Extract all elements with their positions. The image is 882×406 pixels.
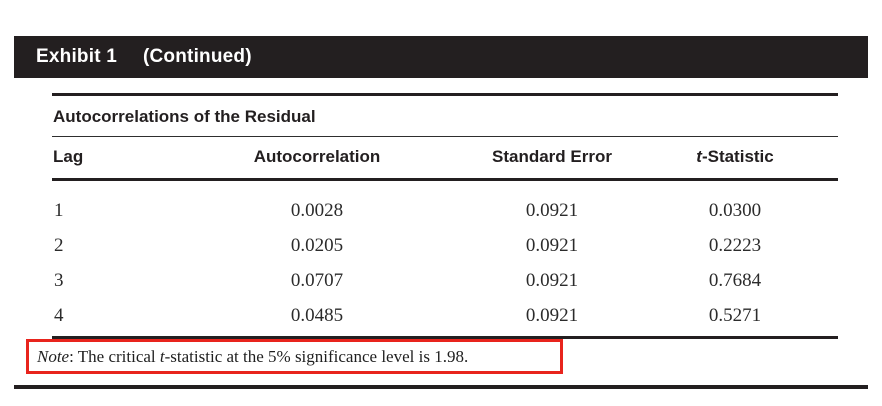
cell-standard-error: 0.0921 [525,234,579,256]
autocorrelation-table-section: Autocorrelations of the Residual Lag Aut… [52,93,838,339]
cell-t-statistic: 0.0300 [708,199,762,221]
cell-autocorrelation: 0.0028 [290,199,344,221]
column-header-autocorrelation: Autocorrelation [162,137,472,181]
note-text-after: -statistic at the 5% significance level … [164,346,469,366]
exhibit-label: Exhibit 1 [36,46,117,67]
note-highlight-box: Note: The critical t -statistic at the 5%… [26,339,563,374]
table-top-rule [52,93,838,96]
column-header-t-statistic: t-Statistic [632,137,838,181]
cell-lag: 2 [54,234,64,256]
cell-lag: 3 [54,269,64,291]
table-header-row: Lag Autocorrelation Standard Error t-Sta… [52,137,838,181]
note-text-before: : The critical [69,346,160,366]
autocorrelation-table: Lag Autocorrelation Standard Error t-Sta… [52,137,838,333]
t-statistic-italic-t: t [696,147,702,166]
column-header-standard-error: Standard Error [472,137,632,181]
table-row: 1 0.0028 0.0921 0.0300 [52,180,838,229]
note-italic-t: t [159,346,165,366]
cell-autocorrelation: 0.0707 [290,269,344,291]
table-row: 2 0.0205 0.0921 0.2223 [52,228,838,263]
cell-autocorrelation: 0.0485 [290,304,344,326]
table-row: 3 0.0707 0.0921 0.7684 [52,263,838,298]
table-bottom-rule [52,336,838,339]
cell-lag: 1 [54,199,64,221]
cell-standard-error: 0.0921 [525,199,579,221]
table-title: Autocorrelations of the Residual [52,96,838,137]
cell-t-statistic: 0.2223 [708,234,762,256]
cell-lag: 4 [54,304,64,326]
column-header-lag: Lag [52,137,162,181]
cell-t-statistic: 0.7684 [708,269,762,291]
page-bottom-rule [14,385,868,389]
cell-standard-error: 0.0921 [525,269,579,291]
t-statistic-rest: -Statistic [701,147,774,166]
cell-autocorrelation: 0.0205 [290,234,344,256]
table-row: 4 0.0485 0.0921 0.5271 [52,298,838,333]
cell-t-statistic: 0.5271 [708,304,762,326]
cell-standard-error: 0.0921 [525,304,579,326]
exhibit-header-bar: Exhibit 1 (Continued) [14,36,868,78]
note-label: Note [37,346,70,366]
exhibit-continued-label: (Continued) [142,46,252,67]
